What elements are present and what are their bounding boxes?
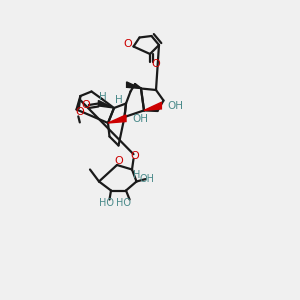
Polygon shape	[127, 82, 141, 88]
Text: O: O	[151, 59, 160, 69]
Text: OH: OH	[140, 174, 154, 184]
Text: O: O	[124, 39, 133, 49]
Text: H: H	[99, 92, 106, 103]
Polygon shape	[98, 100, 114, 108]
Text: O: O	[114, 156, 123, 167]
Text: H: H	[115, 95, 122, 105]
Text: OH: OH	[167, 101, 183, 111]
Text: H: H	[133, 170, 140, 180]
Text: O: O	[130, 151, 140, 161]
Text: HO: HO	[116, 198, 131, 208]
Polygon shape	[108, 115, 126, 123]
Polygon shape	[144, 102, 161, 110]
Text: HO: HO	[99, 198, 114, 208]
Text: O: O	[81, 100, 90, 110]
Text: O: O	[75, 107, 84, 117]
Text: OH: OH	[132, 113, 148, 124]
